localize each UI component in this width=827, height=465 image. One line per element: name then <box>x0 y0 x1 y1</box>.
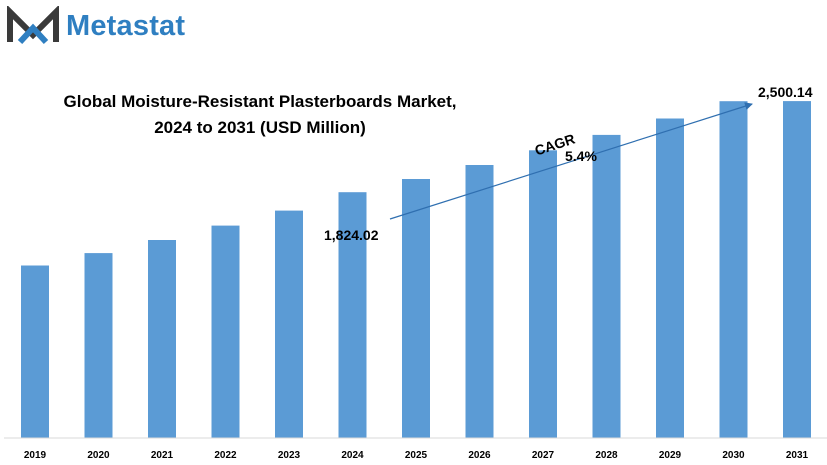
x-tick-label-2024: 2024 <box>341 450 364 461</box>
x-tick-label-2030: 2030 <box>722 450 745 461</box>
bar-2028 <box>592 134 621 438</box>
bar-2023 <box>275 210 303 438</box>
x-tick-label-2026: 2026 <box>468 450 491 461</box>
bar-2029 <box>656 118 684 438</box>
data-label-2024: 1,824.02 <box>324 227 379 243</box>
x-tick-label-2029: 2029 <box>659 450 682 461</box>
bars-layer <box>21 101 811 439</box>
chart-title: Global Moisture-Resistant Plasterboards … <box>20 89 500 141</box>
brand-logo: Metastat <box>6 6 185 46</box>
bar-2022 <box>211 225 240 438</box>
bar-2031 <box>783 101 811 438</box>
bar-2024 <box>338 192 367 438</box>
x-tick-labels: 2019 2020 2021 2022 2023 2024 2025 2026 2027 2028… <box>24 450 809 461</box>
bar-2027 <box>529 150 557 439</box>
chart-title-line-1: Global Moisture-Resistant Plasterboards … <box>63 92 457 111</box>
bar-2021 <box>148 240 176 438</box>
bar-2019 <box>21 265 49 438</box>
x-tick-label-2027: 2027 <box>532 450 555 461</box>
bar-2025 <box>402 179 430 438</box>
x-tick-label-2023: 2023 <box>278 450 301 461</box>
data-label-2031: 2,500.14 <box>758 84 813 100</box>
chart-title-line-2: 2024 to 2031 (USD Million) <box>154 118 366 137</box>
x-tick-label-2031: 2031 <box>786 450 809 461</box>
x-tick-label-2028: 2028 <box>595 450 618 461</box>
brand-name: Metastat <box>66 9 186 42</box>
x-tick-label-2021: 2021 <box>151 450 174 461</box>
x-tick-label-2019: 2019 <box>24 450 47 461</box>
bar-2030 <box>719 101 748 438</box>
cagr-value: 5.4% <box>565 148 597 164</box>
bar-2026 <box>465 165 494 438</box>
bar-2020 <box>84 253 113 438</box>
x-tick-label-2022: 2022 <box>214 450 237 461</box>
metastat-m-logo-icon <box>7 6 59 45</box>
x-tick-label-2025: 2025 <box>405 450 428 461</box>
cagr-trend-arrow <box>389 102 753 220</box>
x-tick-label-2020: 2020 <box>87 450 110 461</box>
